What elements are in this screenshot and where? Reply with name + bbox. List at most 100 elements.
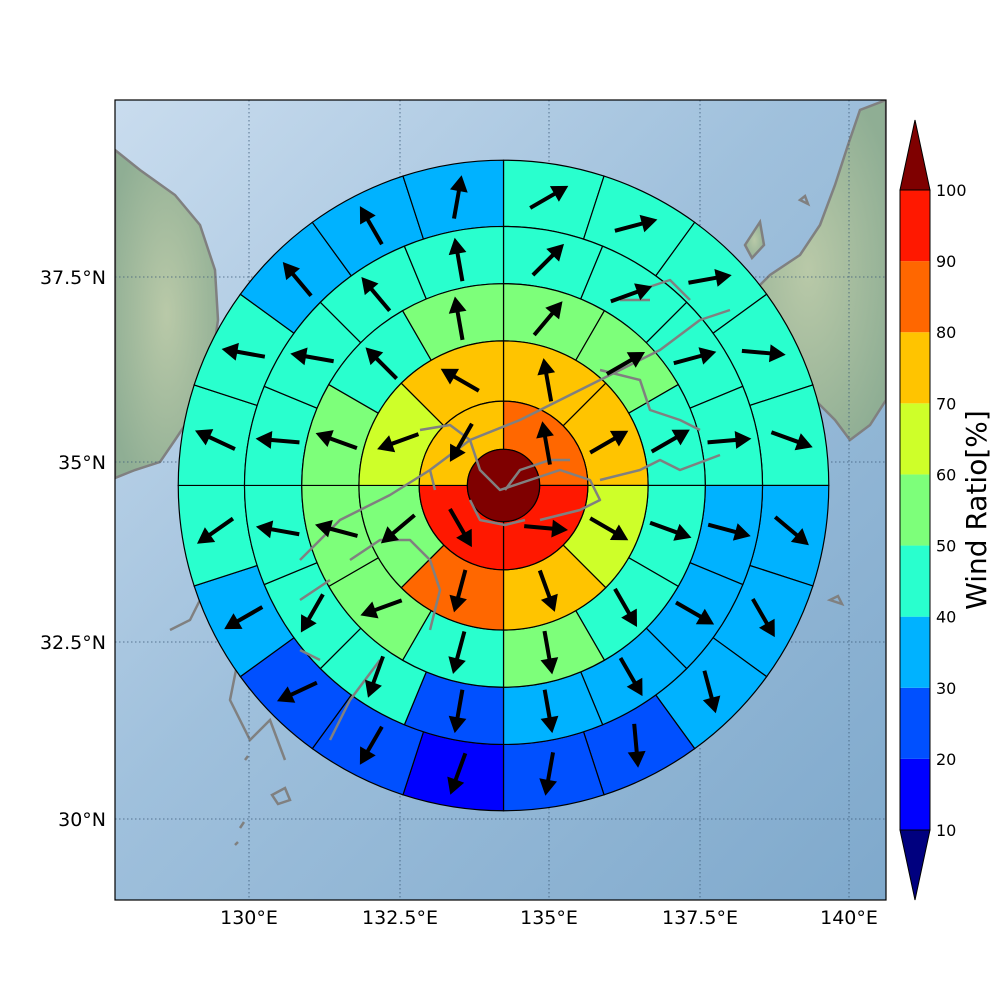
wind-arrow: [365, 347, 398, 380]
y-tick-label: 35°N: [58, 452, 106, 474]
wind-arrow: [605, 352, 645, 376]
map-frame: [114, 99, 887, 901]
wind-arrow: [673, 347, 717, 366]
wind-arrow: [650, 429, 690, 454]
wind-arrow: [618, 657, 643, 697]
wind-arrow: [380, 513, 416, 544]
colorbar-tick-label: 50: [936, 537, 956, 556]
wind-arrow: [589, 516, 629, 541]
wind-arrow: [448, 237, 467, 282]
wind-arrow: [449, 422, 474, 462]
colorbar-tick-label: 80: [936, 323, 956, 342]
wind-arrow: [448, 689, 467, 734]
colorbar-extend-bottom: [899, 829, 931, 901]
wind-arrow: [365, 655, 385, 698]
wind-arrow: [449, 569, 468, 613]
wind-arrow: [688, 269, 732, 287]
wind-arrow: [751, 598, 775, 638]
wind-arrow: [255, 520, 300, 539]
colorbar-tick-label: 10: [936, 821, 956, 840]
wind-arrow: [773, 515, 809, 546]
wind-arrow: [529, 185, 569, 210]
island-small: [234, 193, 845, 846]
x-tick-label: 132.5°E: [362, 907, 438, 929]
wind-arrow: [377, 432, 420, 453]
colorbar-band: [900, 261, 930, 333]
colorbar-band: [900, 616, 930, 688]
wind-arrow: [649, 520, 692, 541]
colorbar-tick-label: 40: [936, 608, 956, 627]
wind-arrow: [277, 680, 318, 703]
wind-arrow: [448, 631, 467, 674]
x-tick-label: 130°E: [220, 907, 278, 929]
colorbar-band: [900, 190, 930, 262]
wind-arrow: [627, 723, 646, 768]
wind-arrows: [195, 175, 813, 796]
x-tick-label: 137.5°E: [662, 907, 738, 929]
wind-arrow: [539, 752, 557, 796]
wind-arrow: [359, 725, 384, 765]
colorbar-tick-label: 100: [936, 181, 967, 200]
colorbar-extend-top: [899, 119, 931, 191]
y-tick-label: 32.5°N: [40, 632, 106, 654]
y-tick-label: 30°N: [58, 809, 106, 831]
x-axis-ticks: 130°E 132.5°E 135°E 137.5°E 140°E: [220, 907, 878, 929]
wind-arrow: [448, 508, 472, 548]
y-tick-label: 37.5°N: [40, 267, 106, 289]
wind-arrow: [440, 368, 480, 393]
wind-arrow: [741, 344, 786, 363]
noto-landmass: [743, 218, 766, 261]
y-axis-ticks: 37.5°N 35°N 32.5°N 30°N: [40, 267, 106, 831]
rose-center: [466, 448, 541, 523]
wind-arrow: [537, 358, 556, 402]
wind-arrow: [360, 598, 403, 619]
wind-arrow: [315, 430, 358, 450]
colorbar-band: [900, 687, 930, 759]
wind-arrow: [614, 214, 658, 233]
wind-arrow: [300, 593, 325, 633]
wind-arrow: [531, 243, 564, 277]
x-tick-label: 135°E: [520, 907, 578, 929]
wind-arrow: [450, 175, 468, 219]
x-tick-label: 140°E: [820, 907, 878, 929]
wind-arrow: [770, 430, 813, 451]
wind-arrow: [315, 520, 358, 538]
wind-arrow: [361, 277, 392, 312]
wind-arrow: [359, 206, 384, 246]
wind-arrow: [197, 516, 235, 544]
colorbar-band: [900, 758, 930, 830]
wind-arrow: [536, 421, 554, 465]
coastline-overlay: [299, 278, 731, 741]
colorbar-band: [900, 332, 930, 404]
colorbar: 10 20 30 40 50 60 70 80 90 100: [899, 119, 967, 901]
wind-arrow: [540, 689, 559, 734]
colorbar-band: [900, 474, 930, 546]
wind-arrow: [532, 301, 563, 337]
wind-arrow: [282, 262, 313, 297]
wind-arrow: [675, 600, 715, 625]
colorbar-frame: [899, 189, 931, 831]
wind-arrow: [448, 296, 467, 341]
colorbar-tick-label: 70: [936, 394, 956, 413]
wind-arrow: [290, 347, 334, 366]
colorbar-band: [900, 545, 930, 617]
colorbar-tick-label: 90: [936, 252, 956, 271]
wind-arrow: [589, 430, 629, 455]
wind-arrow: [702, 670, 721, 714]
wind-arrow: [540, 630, 559, 675]
wind-arrow: [707, 431, 752, 449]
colorbar-title: Wind Ratio[%]: [960, 410, 993, 610]
wind-arrow: [537, 569, 558, 612]
colorbar-tick-label: 20: [936, 750, 956, 769]
colorbar-band: [900, 403, 930, 475]
wind-arrow: [613, 587, 637, 627]
wind-arrow: [524, 519, 568, 538]
wind-arrow: [195, 429, 236, 451]
wind-arrow: [224, 605, 264, 630]
wind-rose: [177, 159, 830, 812]
colorbar-tick-label: 60: [936, 465, 956, 484]
wind-arrow: [707, 522, 751, 541]
wind-arrow: [447, 752, 468, 795]
wind-arrow: [255, 431, 300, 449]
